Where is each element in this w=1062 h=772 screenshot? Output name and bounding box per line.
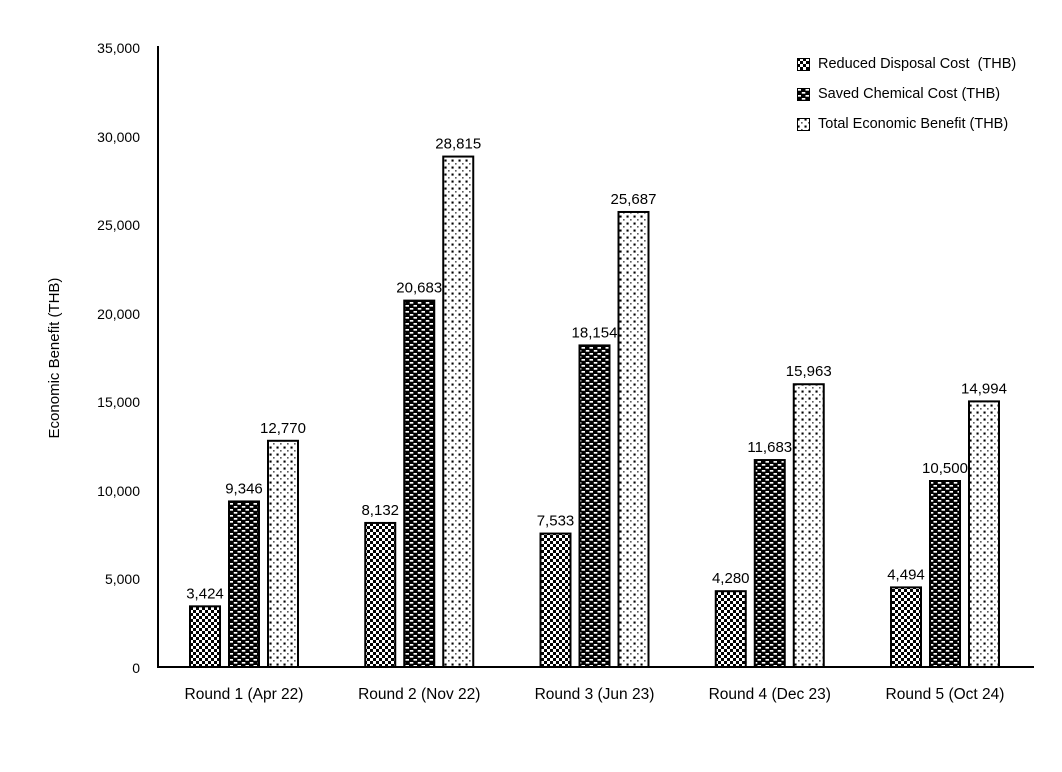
y-tick-label: 20,000 [97, 305, 140, 322]
y-tick-label: 10,000 [97, 482, 140, 499]
y-axis-title: Economic Benefit (THB) [46, 277, 63, 439]
bar [968, 400, 1000, 668]
bar-value-label: 7,533 [537, 513, 575, 530]
x-axis-category-label: Round 3 (Jun 23) [534, 686, 655, 703]
bar [403, 299, 436, 668]
y-tick-label: 30,000 [97, 128, 140, 145]
legend-swatch-icon [797, 117, 810, 131]
x-axis-category-label: Round 2 (Nov 22) [358, 686, 481, 703]
bar-value-label: 4,280 [712, 570, 750, 587]
bar-value-label: 14,994 [961, 380, 1007, 397]
legend-item: Reduced Disposal Cost (THB) [797, 56, 1016, 72]
legend: Reduced Disposal Cost (THB) Saved Chemica… [797, 56, 1016, 146]
y-tick-label: 0 [132, 660, 140, 676]
plot-area: 3,424 9,346 12,770 8,132 20,683 28,815 7,533 18… [157, 46, 1034, 669]
bar [578, 344, 611, 668]
bar-value-label: 10,500 [922, 460, 968, 477]
bar-value-label: 28,815 [435, 136, 481, 153]
bar [539, 532, 572, 668]
y-tick-label: 35,000 [97, 40, 140, 56]
bar-value-label: 4,494 [887, 566, 925, 583]
bar [267, 439, 299, 668]
x-axis-category-label: Round 1 (Apr 22) [184, 686, 304, 703]
bar [189, 605, 221, 669]
legend-swatch-icon [797, 57, 810, 71]
bar-value-label: 20,683 [396, 280, 442, 297]
legend-item-label: Total Economic Benefit (THB) [818, 116, 1009, 132]
legend-swatch-icon [797, 87, 810, 101]
bar-value-label: 8,132 [361, 502, 399, 519]
bar [792, 383, 825, 668]
bar [364, 521, 397, 668]
bar-value-label: 3,424 [186, 585, 224, 602]
bar [753, 459, 786, 668]
bar [228, 500, 260, 668]
bar-value-label: 11,683 [747, 439, 792, 456]
x-axis-category-label: Round 4 (Dec 23) [708, 686, 831, 703]
bar-value-label: 18,154 [572, 324, 618, 341]
y-tick-label: 5,000 [104, 571, 140, 588]
bar [714, 590, 747, 669]
bar-value-label: 9,346 [225, 480, 263, 497]
x-axis-category-label: Round 5 (Oct 24) [885, 686, 1005, 703]
y-tick-label: 15,000 [97, 394, 140, 411]
legend-item: Total Economic Benefit (THB) [797, 116, 1016, 132]
bar [442, 155, 475, 668]
bar [890, 586, 922, 669]
legend-item-label: Saved Chemical Cost (THB) [818, 86, 1001, 102]
bar [929, 480, 961, 668]
bar-value-label: 25,687 [611, 191, 657, 208]
bar-value-label: 12,770 [260, 420, 306, 437]
y-tick-label: 25,000 [97, 217, 140, 234]
legend-item-label: Reduced Disposal Cost (THB) [818, 56, 1017, 72]
legend-item: Saved Chemical Cost (THB) [797, 86, 1016, 102]
bar-value-label: 15,963 [786, 363, 832, 380]
bar [617, 210, 650, 668]
